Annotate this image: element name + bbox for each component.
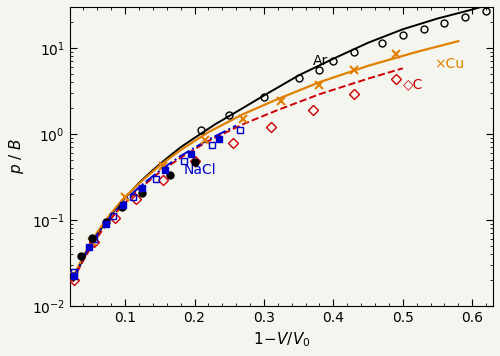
X-axis label: $1\!-\!V/V_0$: $1\!-\!V/V_0$: [252, 330, 310, 349]
Text: NaCl: NaCl: [184, 163, 216, 177]
Text: ◇C: ◇C: [403, 77, 423, 91]
Text: ×Cu: ×Cu: [434, 57, 464, 71]
Text: Ar: Ar: [312, 54, 328, 68]
Y-axis label: $p$ / $B$: $p$ / $B$: [7, 138, 26, 174]
